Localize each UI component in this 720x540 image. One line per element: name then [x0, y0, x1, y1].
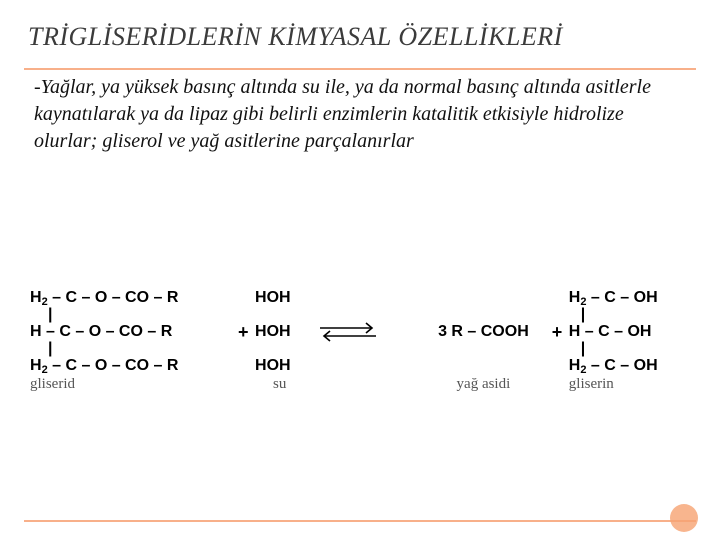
caption-fatty-acid: yağ asidi	[420, 376, 548, 393]
water-line-2: HOH	[255, 322, 304, 342]
plus-symbol-1: +	[233, 288, 253, 376]
slide: TRİGLİSERİDLERİN KİMYASAL ÖZELLİKLERİ -Y…	[0, 0, 720, 540]
caption-water: su	[253, 376, 306, 393]
equilibrium-arrow-icon	[306, 288, 419, 376]
water-structure: HOH HOH HOH	[253, 288, 306, 376]
decorative-dot-icon	[670, 504, 698, 532]
slide-title: TRİGLİSERİDLERİN KİMYASAL ÖZELLİKLERİ	[28, 22, 692, 52]
triglyceride-structure: H2 – C – O – CO – R | H – C – O – CO – R…	[28, 288, 233, 376]
fatty-acid-text: 3 R – COOH	[438, 323, 529, 340]
caption-triglyceride: gliserid	[28, 376, 233, 393]
plus-symbol-2: +	[547, 288, 567, 376]
water-line-1: HOH	[255, 288, 304, 308]
body-paragraph: -Yağlar, ya yüksek basınç altında su ile…	[34, 74, 686, 155]
fatty-acid-structure: 3 R – COOH	[420, 288, 548, 376]
glycerol-structure: H2 – C – OH | H – C – OH | H2 – C – OH	[567, 288, 692, 376]
caption-glycerol: gliserin	[567, 376, 692, 393]
reaction-table: H2 – C – O – CO – R | H – C – O – CO – R…	[28, 288, 692, 393]
divider-bottom	[24, 520, 696, 522]
reaction-diagram: H2 – C – O – CO – R | H – C – O – CO – R…	[28, 288, 692, 393]
water-line-3: HOH	[255, 356, 304, 376]
divider-top	[24, 68, 696, 70]
